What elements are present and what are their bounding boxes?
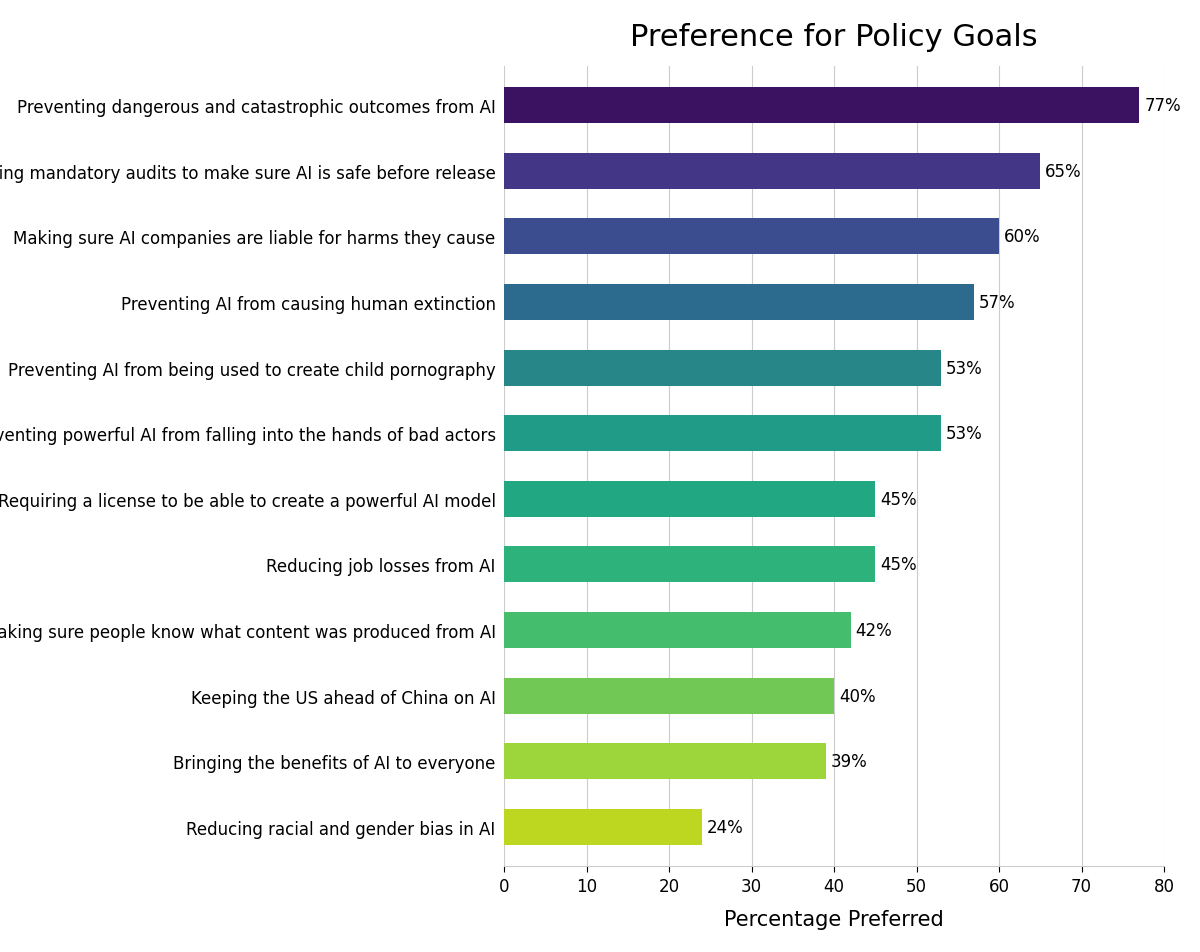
Bar [504,678,834,714]
Bar [504,744,826,780]
Text: 42%: 42% [856,622,893,640]
Text: 53%: 53% [947,425,983,443]
Text: 53%: 53% [947,359,983,377]
Text: 45%: 45% [881,490,917,508]
Bar [504,612,851,648]
Text: 65%: 65% [1045,163,1082,181]
Bar [504,546,875,583]
Text: 39%: 39% [830,752,868,770]
Text: 57%: 57% [979,293,1016,311]
Bar [504,481,875,517]
Bar [504,809,702,845]
Text: 45%: 45% [881,556,917,574]
Title: Preference for Policy Goals: Preference for Policy Goals [630,23,1038,51]
Bar [504,153,1040,189]
X-axis label: Percentage Preferred: Percentage Preferred [724,908,944,928]
Text: 60%: 60% [1004,228,1040,246]
Bar [504,88,1139,124]
Bar [504,219,998,255]
Bar [504,416,941,452]
Text: 77%: 77% [1144,97,1181,115]
Bar [504,285,974,321]
Text: 24%: 24% [707,818,744,836]
Text: 40%: 40% [839,687,876,704]
Bar [504,350,941,387]
